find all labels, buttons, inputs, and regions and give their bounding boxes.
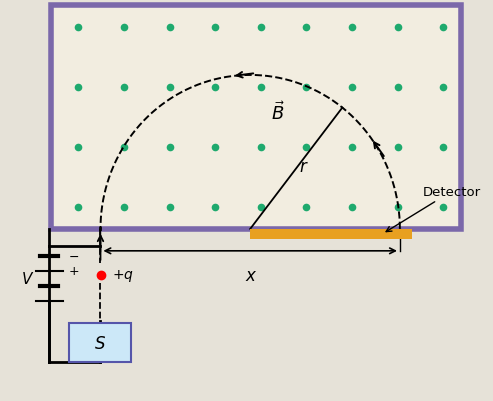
Text: $+q$: $+q$ <box>112 267 134 283</box>
Bar <box>70 323 132 363</box>
Text: $r$: $r$ <box>299 158 309 176</box>
Text: x: x <box>245 266 255 284</box>
Bar <box>250 229 412 239</box>
Text: $V$: $V$ <box>21 271 35 286</box>
Text: $-$: $-$ <box>68 250 79 263</box>
Text: $\vec{B}$: $\vec{B}$ <box>271 101 285 124</box>
Text: $S$: $S$ <box>95 334 106 352</box>
Text: Detector: Detector <box>386 185 481 232</box>
Text: $+$: $+$ <box>68 265 79 277</box>
Bar <box>51 6 461 229</box>
